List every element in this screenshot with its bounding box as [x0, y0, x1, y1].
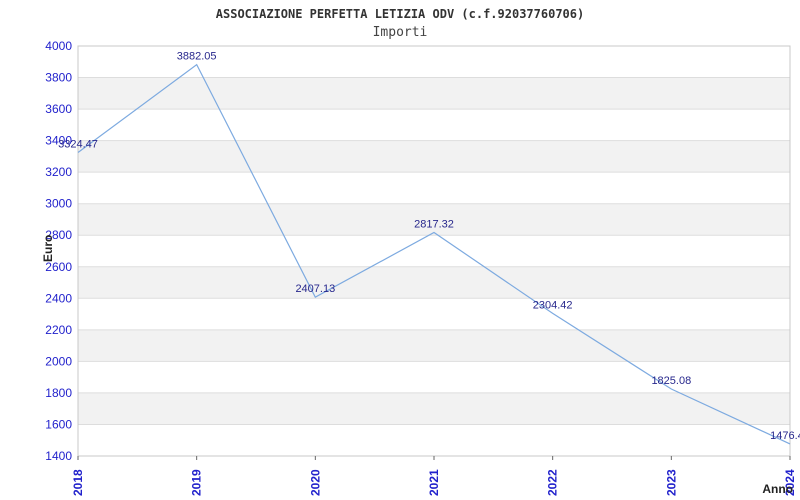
data-point-label: 3882.05	[177, 51, 217, 63]
data-point-label: 2407.13	[295, 283, 335, 295]
x-tick-labels: 2018 2019 2020 2021 2022 2023 2024	[71, 469, 797, 496]
y-tick-label: 2400	[45, 291, 72, 305]
data-point-label: 2817.32	[414, 218, 454, 230]
data-point-label: 1825.08	[651, 375, 691, 387]
data-point-labels: 3324.47 3882.05 2407.13 2817.32 2304.42 1825.…	[58, 51, 800, 442]
band	[78, 266, 790, 299]
band	[78, 203, 790, 236]
y-axis-title: Euro	[41, 235, 55, 262]
y-tick-label: 3800	[45, 71, 72, 85]
x-tick-label: 2020	[308, 469, 322, 496]
y-tick-label: 3600	[45, 102, 72, 116]
y-tick-labels: 1400 1600 1800 2000 2200 2400 2600 2800 3000 3200…	[45, 39, 72, 463]
y-tick-label: 4000	[45, 39, 72, 53]
x-axis-title: Anno	[762, 482, 793, 496]
x-tick-label: 2021	[427, 469, 441, 496]
y-tick-label: 2600	[45, 260, 72, 274]
band	[78, 77, 790, 110]
band	[78, 329, 790, 362]
x-tick-label: 2018	[71, 469, 85, 496]
y-tick-label: 3000	[45, 197, 72, 211]
background-bands	[78, 77, 790, 425]
y-tick-label: 3200	[45, 165, 72, 179]
data-point-label: 3324.47	[58, 139, 98, 151]
y-tick-label: 2800	[45, 228, 72, 242]
x-tick-label: 2024	[783, 469, 797, 496]
chart-title: ASSOCIAZIONE PERFETTA LETIZIA ODV (c.f.9…	[215, 7, 585, 21]
band	[78, 140, 790, 173]
band	[78, 392, 790, 425]
y-tick-label: 1400	[45, 449, 72, 463]
y-tick-label: 2000	[45, 354, 72, 368]
data-point-label: 2304.42	[533, 299, 573, 311]
y-tick-label: 3400	[45, 134, 72, 148]
x-tick-label: 2019	[190, 469, 204, 496]
chart-subtitle: Importi	[372, 25, 428, 40]
x-tick-label: 2023	[664, 469, 678, 496]
data-point-label: 1476.45	[770, 430, 800, 442]
x-tick-label: 2022	[546, 469, 560, 496]
y-tick-label: 1600	[45, 417, 72, 431]
y-tick-label: 1800	[45, 386, 72, 400]
x-tick-marks	[77, 456, 791, 460]
y-tick-label: 2200	[45, 323, 72, 337]
gridlines	[78, 45, 790, 457]
series-line	[77, 63, 791, 445]
